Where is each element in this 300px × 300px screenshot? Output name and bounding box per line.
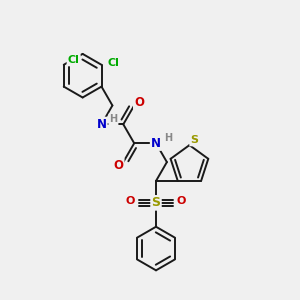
Text: O: O	[134, 96, 144, 109]
Text: N: N	[97, 118, 106, 131]
Text: O: O	[113, 159, 123, 172]
Text: O: O	[126, 196, 135, 206]
Text: S: S	[190, 135, 198, 145]
Text: Cl: Cl	[68, 55, 80, 65]
Text: N: N	[151, 137, 161, 150]
Text: H: H	[164, 133, 172, 143]
Text: S: S	[152, 196, 160, 209]
Text: Cl: Cl	[107, 58, 119, 68]
Text: O: O	[177, 196, 186, 206]
Text: H: H	[109, 114, 118, 124]
